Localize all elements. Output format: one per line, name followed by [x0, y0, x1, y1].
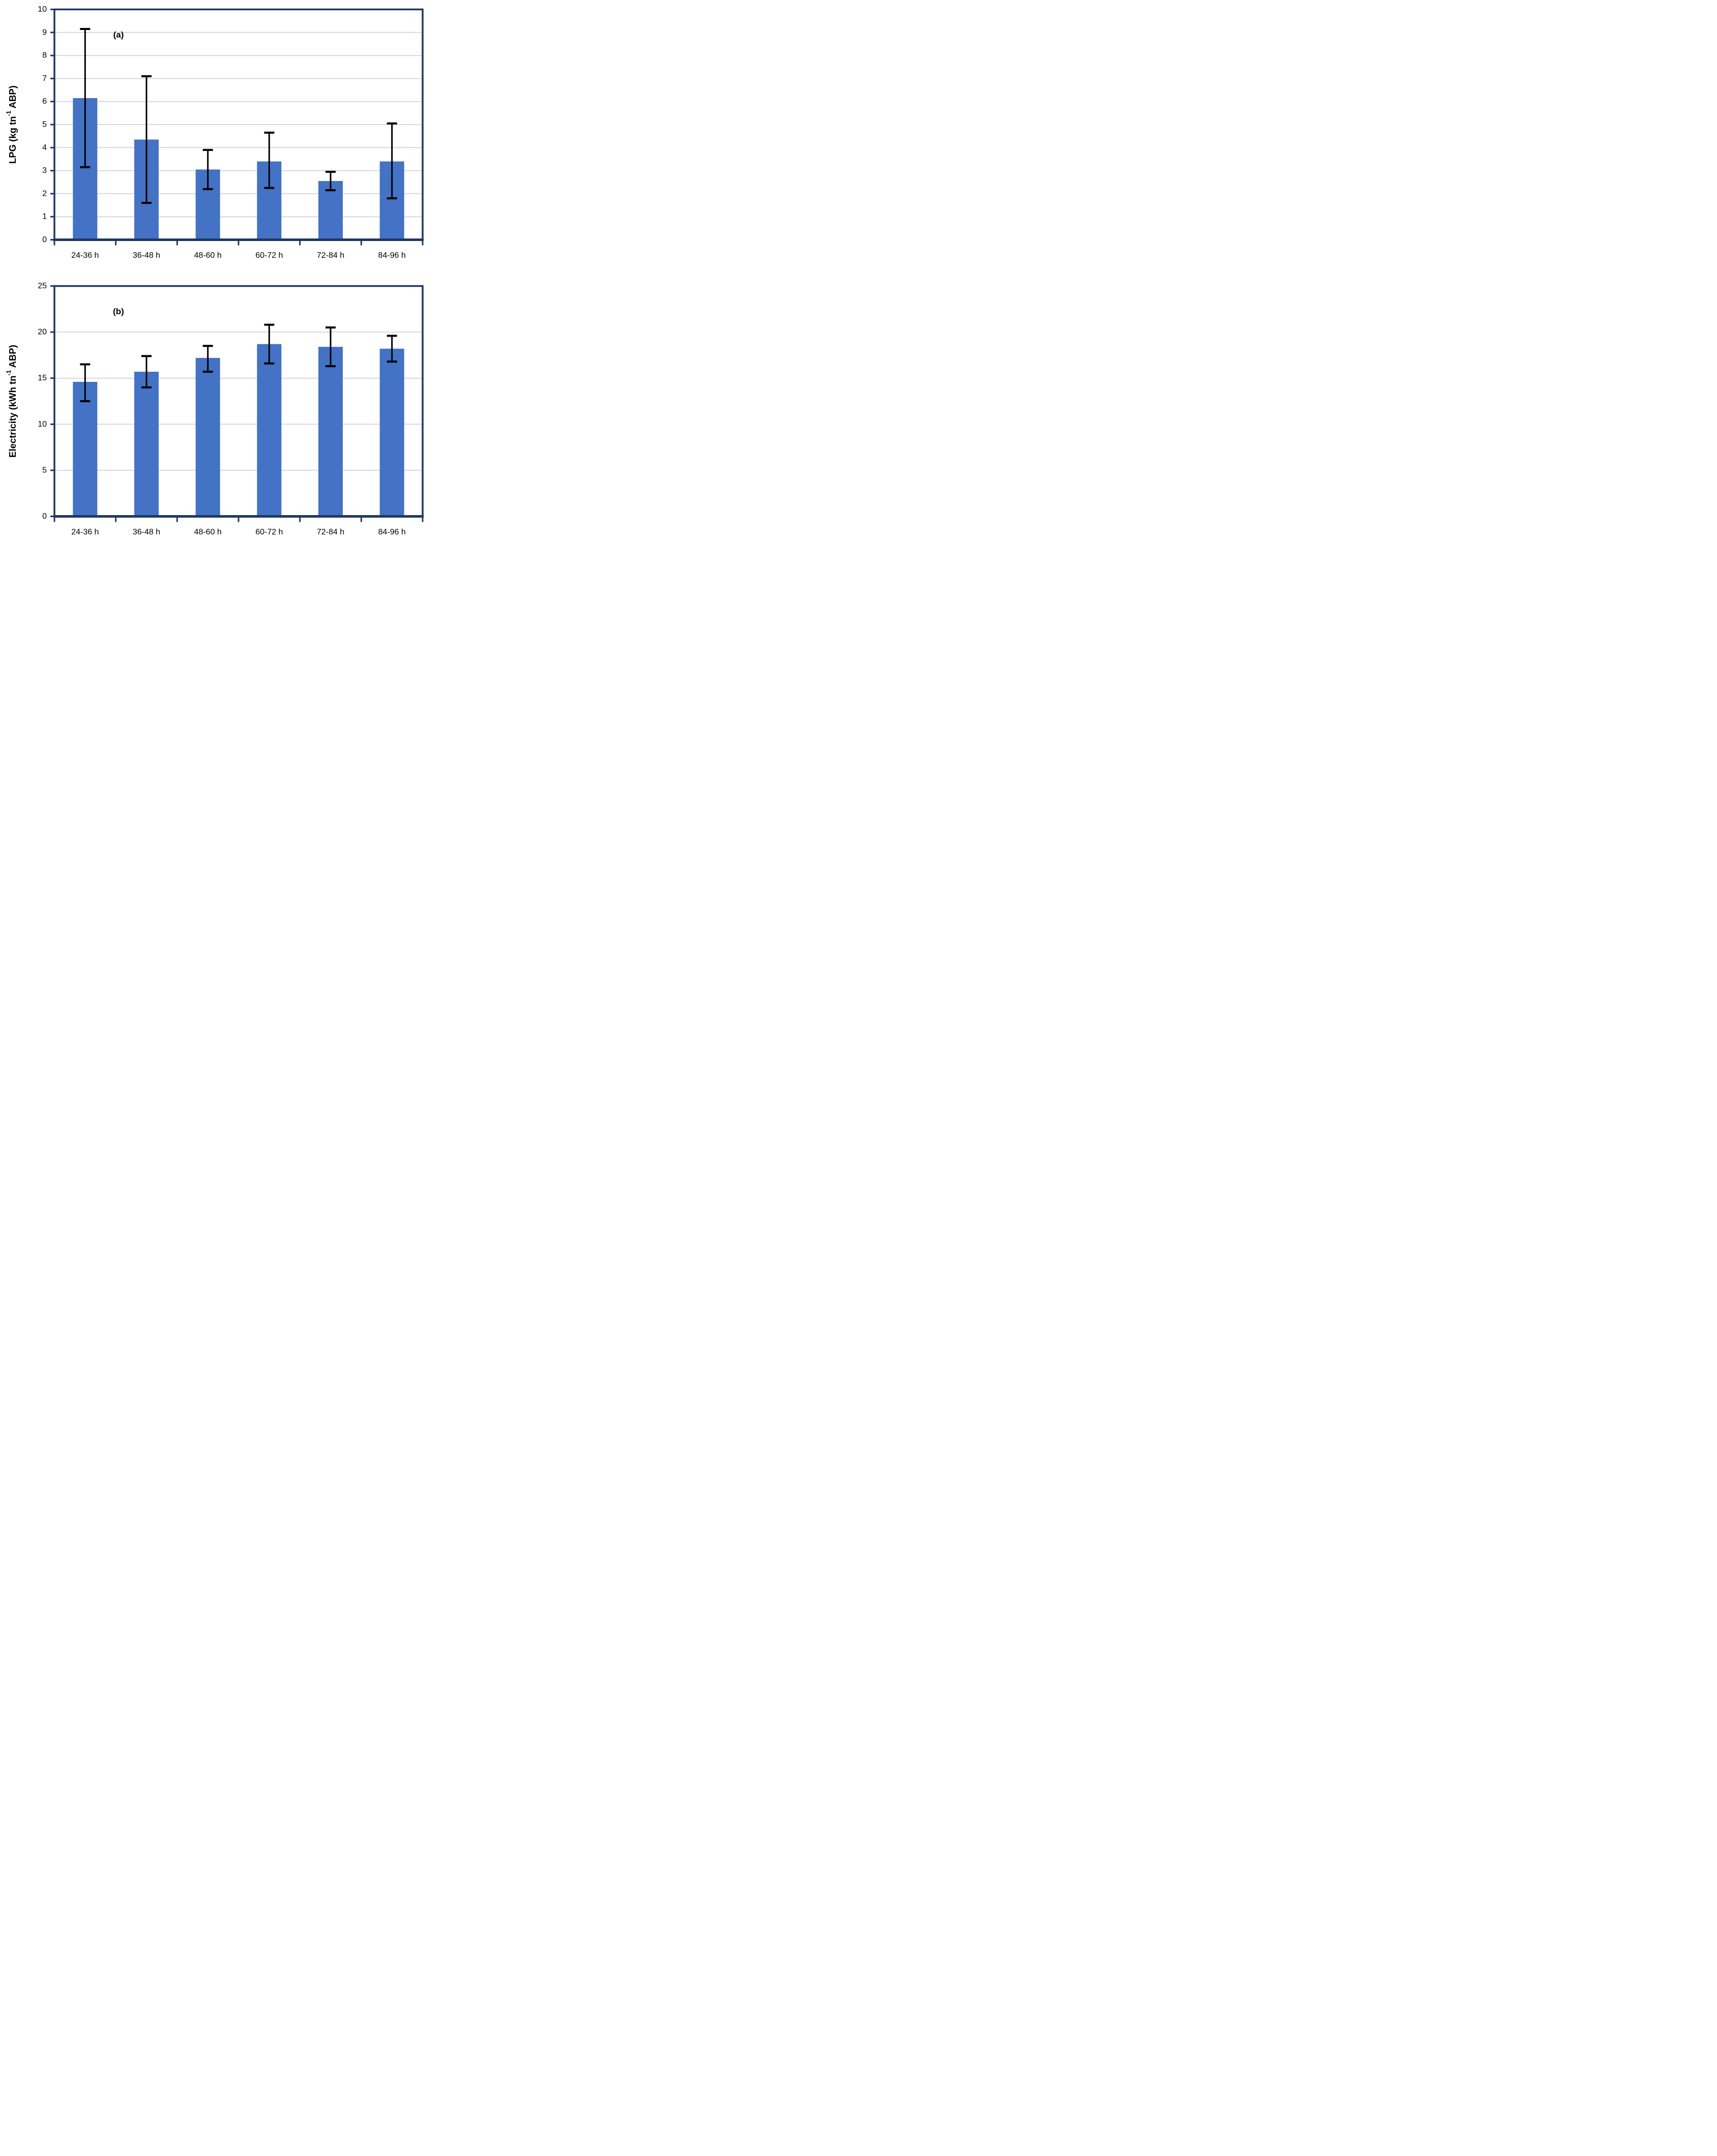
- bar-84-96h: [379, 348, 404, 517]
- error-bar: [387, 122, 397, 199]
- error-bar: [264, 131, 275, 189]
- y-tick-label: 8: [42, 51, 47, 60]
- error-bar: [141, 355, 152, 388]
- x-category-label: 48-60 h: [194, 528, 222, 536]
- x-category-label: 60-72 h: [255, 251, 283, 260]
- y-tick-label: 0: [42, 512, 47, 521]
- plot-border: [53, 285, 424, 518]
- error-bar: [80, 363, 91, 402]
- x-category-label: 72-84 h: [317, 528, 344, 536]
- panel-label: (b): [113, 307, 124, 316]
- y-tick-label: 15: [38, 374, 47, 382]
- x-category-label: 36-48 h: [133, 251, 160, 260]
- y-tick-label: 10: [38, 420, 47, 429]
- y-tick-label: 1: [42, 213, 47, 221]
- error-bar: [202, 148, 213, 190]
- y-tick-label: 7: [42, 74, 47, 83]
- x-category-label: 24-36 h: [71, 528, 99, 536]
- y-tick-label: 5: [42, 466, 47, 474]
- chart-panel-a: 0 1 2 3 4 5 6 7 8 9 10 24-36 h 36-48 h 48-60 h 60-72 h…: [5, 5, 424, 260]
- chart-panel-b: 0 5 10 15 20 25 24-36 h 36-48 h 48-60 h 60-72 h 72…: [5, 282, 424, 536]
- error-bar: [325, 170, 336, 192]
- panel-label: (a): [113, 30, 124, 40]
- bar-24-36h: [73, 381, 98, 517]
- y-tick-label: 0: [42, 235, 47, 244]
- error-bar: [80, 28, 91, 168]
- x-category-label: 48-60 h: [194, 251, 222, 260]
- figure: 0 1 2 3 4 5 6 7 8 9 10 24-36 h 36-48 h 48-60 h 60-72 h…: [0, 0, 429, 539]
- x-category-label: 72-84 h: [317, 251, 344, 260]
- bar-36-48h: [134, 372, 159, 517]
- y-tick-label: 9: [42, 28, 47, 37]
- y-axis-title: Electricity (kWh tn-1 ABP): [5, 345, 18, 458]
- x-category-label: 24-36 h: [71, 251, 99, 260]
- error-bar: [202, 345, 213, 373]
- y-tick-label: 5: [42, 121, 47, 129]
- error-bar: [387, 335, 397, 363]
- y-axis-title: LPG (kg tn-1 ABP): [5, 85, 18, 164]
- y-tick-label: 4: [42, 143, 47, 152]
- bar-60-72h: [257, 344, 282, 517]
- x-category-label: 84-96 h: [378, 251, 406, 260]
- error-bar: [264, 323, 275, 365]
- error-bar: [325, 326, 336, 368]
- y-tick-label: 2: [42, 189, 47, 198]
- bar-charts-svg: 0 1 2 3 4 5 6 7 8 9 10 24-36 h 36-48 h 48-60 h 60-72 h…: [5, 5, 424, 536]
- y-tick-label: 25: [38, 282, 47, 290]
- x-category-label: 36-48 h: [133, 528, 160, 536]
- y-tick-label: 3: [42, 166, 47, 175]
- x-category-label: 60-72 h: [255, 528, 283, 536]
- y-tick-label: 20: [38, 328, 47, 337]
- bar-72-84h: [318, 347, 343, 517]
- error-bar: [141, 75, 152, 204]
- y-tick-label: 10: [38, 5, 47, 14]
- y-tick-label: 6: [42, 97, 47, 106]
- x-category-label: 84-96 h: [378, 528, 406, 536]
- bar-48-60h: [195, 357, 220, 517]
